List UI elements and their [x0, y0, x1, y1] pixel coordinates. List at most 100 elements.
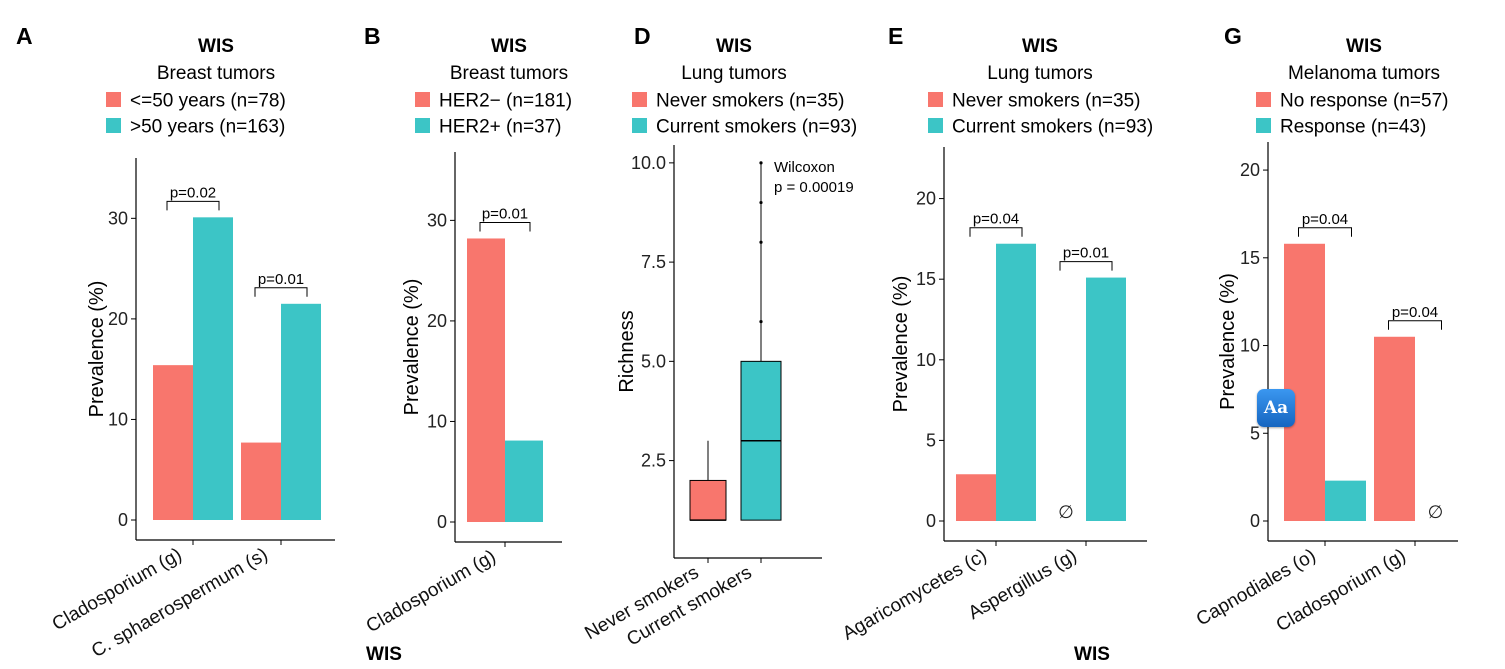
- y-tick-label: 20: [916, 189, 936, 209]
- y-tick-label: 0: [118, 510, 128, 530]
- panel-letter: A: [16, 23, 33, 49]
- y-axis-label: Prevalence (%): [401, 279, 423, 416]
- bar: [1325, 480, 1366, 521]
- y-tick-label: 2.5: [641, 451, 666, 471]
- p-value-label: p=0.04: [1302, 211, 1348, 228]
- panel-subtitle: Melanoma tumors: [1288, 63, 1440, 84]
- legend-label: No response (n=57): [1280, 91, 1448, 112]
- panel-title: WIS: [491, 36, 527, 57]
- test-name: Wilcoxon: [774, 159, 835, 176]
- bar: [193, 217, 233, 521]
- bar: [996, 243, 1036, 522]
- bar: [505, 440, 543, 522]
- y-tick-label: 10: [108, 409, 128, 429]
- y-tick-label: 20: [108, 309, 128, 329]
- panel-letter: G: [1224, 23, 1242, 49]
- y-tick-label: 10: [427, 411, 447, 431]
- p-value-label: p=0.02: [170, 184, 216, 201]
- legend-label: >50 years (n=163): [130, 117, 285, 138]
- bar: [241, 442, 281, 520]
- y-axis-label: Prevalence (%): [86, 281, 108, 418]
- y-tick-label: 10: [916, 350, 936, 370]
- significance-bracket: [969, 227, 1023, 237]
- p-value-label: p=0.01: [482, 205, 528, 222]
- legend-swatch: [106, 92, 121, 107]
- x-tick-label: Cladosporium (g): [363, 546, 500, 637]
- legend-label: Response (n=43): [1280, 117, 1426, 138]
- significance-bracket: [479, 221, 531, 232]
- box: [689, 479, 727, 521]
- y-tick-label: 7.5: [641, 252, 666, 272]
- panel-title: WIS: [1022, 36, 1058, 57]
- p-value-label: p=0.04: [973, 211, 1019, 228]
- dictionary-app-icon[interactable]: Aa: [1257, 389, 1295, 427]
- y-axis-label: Prevalence (%): [890, 276, 912, 413]
- p-value-label: p=0.04: [1392, 304, 1438, 321]
- y-tick-label: 20: [427, 311, 447, 331]
- panel-subtitle: Lung tumors: [987, 63, 1093, 84]
- panel-title: WIS: [716, 36, 752, 57]
- y-axis-label: Richness: [616, 310, 638, 392]
- panel-letter: D: [634, 23, 651, 49]
- panel-a: A WIS Breast tumors <=50 years (n=78) >50 ye…: [16, 23, 335, 662]
- y-tick-label: 10.0: [631, 153, 666, 173]
- panel-e: E WIS Lung tumors Never smokers (n=35) Curre…: [839, 23, 1153, 645]
- y-tick-label: 0: [437, 512, 447, 532]
- bar: [1284, 243, 1325, 521]
- footer-label-right: WIS: [1074, 644, 1110, 665]
- bar: [956, 474, 996, 521]
- bar: [467, 238, 505, 522]
- panel-letter: B: [364, 23, 381, 49]
- outlier-point: [759, 161, 763, 165]
- test-p-value: p = 0.00019: [774, 179, 854, 196]
- y-axis-label: Prevalence (%): [1217, 273, 1239, 410]
- bar: [153, 365, 193, 520]
- panel-title: WIS: [198, 36, 234, 57]
- y-tick-label: 30: [427, 210, 447, 230]
- y-tick-label: 5.0: [641, 351, 666, 371]
- legend-label: Never smokers (n=35): [952, 91, 1140, 112]
- y-tick-label: 0: [926, 511, 936, 531]
- panel-subtitle: Breast tumors: [450, 63, 568, 84]
- panel-g: G WIS Melanoma tumors No response (n=57) Res…: [1193, 23, 1458, 636]
- y-tick-label: 20: [1240, 160, 1260, 180]
- panel-b: B WIS Breast tumors HER2− (n=181) HER2+ (n=3…: [363, 23, 572, 637]
- p-value-label: p=0.01: [258, 271, 304, 288]
- significance-bracket: [254, 287, 308, 297]
- y-tick-label: 0: [1250, 511, 1260, 531]
- legend-swatch: [632, 118, 647, 133]
- y-tick-label: 15: [1240, 248, 1260, 268]
- outlier-point: [759, 240, 763, 244]
- legend-label: HER2− (n=181): [439, 91, 572, 112]
- legend-swatch: [632, 92, 647, 107]
- significance-bracket: [1388, 320, 1442, 330]
- footer-label-left: WIS: [366, 644, 402, 665]
- y-tick-label: 5: [1250, 423, 1260, 443]
- legend-label: Never smokers (n=35): [656, 91, 844, 112]
- bar: [1086, 277, 1126, 521]
- significance-bracket: [1298, 227, 1352, 237]
- legend-label: Current smokers (n=93): [952, 117, 1153, 138]
- legend-swatch: [1256, 118, 1271, 133]
- legend-swatch: [928, 118, 943, 133]
- significance-bracket: [166, 200, 220, 211]
- legend-label: <=50 years (n=78): [130, 91, 286, 112]
- panel-subtitle: Lung tumors: [681, 63, 787, 84]
- legend-swatch: [415, 92, 430, 107]
- bar: [1374, 336, 1415, 521]
- y-tick-label: 5: [926, 430, 936, 450]
- x-tick-label: Agaricomycetes (c): [839, 545, 990, 644]
- panel-d: D WIS Lung tumors Never smokers (n=35) Curre…: [581, 23, 857, 651]
- legend-swatch: [928, 92, 943, 107]
- empty-marker: ∅: [1058, 502, 1074, 522]
- panel-letter: E: [888, 23, 903, 49]
- p-value-label: p=0.01: [1063, 245, 1109, 262]
- legend-label: HER2+ (n=37): [439, 117, 562, 138]
- bar: [281, 303, 321, 520]
- legend-swatch: [106, 118, 121, 133]
- y-tick-label: 30: [108, 208, 128, 228]
- empty-marker: ∅: [1428, 502, 1444, 522]
- legend-swatch: [1256, 92, 1271, 107]
- y-tick-label: 10: [1240, 336, 1260, 356]
